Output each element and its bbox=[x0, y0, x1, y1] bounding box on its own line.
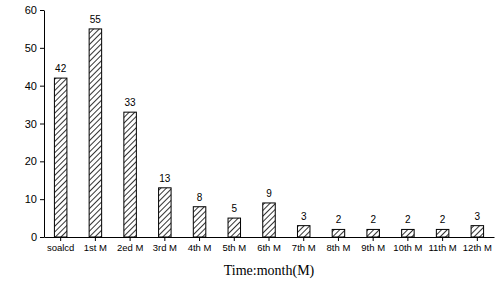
x-tick-mark bbox=[234, 237, 235, 241]
bar bbox=[402, 229, 415, 237]
y-tick-mark bbox=[40, 48, 44, 49]
data-label: 5 bbox=[231, 203, 237, 214]
y-tick: 40 bbox=[25, 80, 44, 92]
y-tick-label: 0 bbox=[31, 231, 37, 243]
data-label: 2 bbox=[440, 214, 446, 225]
x-tick-mark bbox=[477, 237, 478, 241]
bar bbox=[193, 207, 206, 237]
x-axis: soalcd 1st M 2ed M 3rd M 4th M 5th M 6th M 7th … bbox=[45, 237, 495, 253]
x-tick-label: 4th M bbox=[188, 242, 212, 253]
x-tick-label: 3rd M bbox=[153, 242, 177, 253]
x-tick: 6th M bbox=[257, 237, 281, 253]
bar bbox=[228, 218, 241, 237]
data-label: 2 bbox=[405, 214, 411, 225]
y-tick-label: 40 bbox=[25, 80, 37, 92]
y-tick-label: 50 bbox=[25, 42, 37, 54]
x-tick: 10th M bbox=[393, 237, 422, 253]
x-tick-label: 9th M bbox=[361, 242, 385, 253]
x-tick-mark bbox=[303, 237, 304, 241]
y-tick-mark bbox=[40, 161, 44, 162]
y-tick-label: 10 bbox=[25, 193, 37, 205]
y-tick-label: 60 bbox=[25, 4, 37, 16]
x-tick: 12th M bbox=[463, 237, 492, 253]
x-tick-mark bbox=[407, 237, 408, 241]
y-axis-line bbox=[44, 11, 45, 238]
data-label: 2 bbox=[370, 214, 376, 225]
y-tick-mark bbox=[40, 199, 44, 200]
bar bbox=[263, 203, 276, 237]
chart-svg: 425533138593222230102030405060soalcd1st … bbox=[0, 0, 500, 283]
bars bbox=[54, 29, 483, 237]
data-labels: 42 55 33 13 8 5 9 3 2 2 2 2 3 bbox=[55, 14, 480, 226]
x-tick: 4th M bbox=[188, 237, 212, 253]
data-label: 9 bbox=[266, 188, 272, 199]
y-tick-mark bbox=[40, 86, 44, 87]
x-tick-label: 10th M bbox=[393, 242, 422, 253]
x-tick: 1st M bbox=[84, 237, 107, 253]
bar bbox=[54, 78, 67, 237]
y-tick: 50 bbox=[25, 42, 44, 54]
x-axis-title: Time:month(M) bbox=[224, 263, 315, 279]
y-tick-label: 30 bbox=[25, 118, 37, 130]
x-tick-mark bbox=[442, 237, 443, 241]
x-tick-label: soalcd bbox=[47, 242, 74, 253]
bar bbox=[367, 229, 380, 237]
x-tick-label: 8th M bbox=[327, 242, 351, 253]
x-tick-mark bbox=[338, 237, 339, 241]
x-tick-label: 2ed M bbox=[117, 242, 143, 253]
x-tick-mark bbox=[199, 237, 200, 241]
y-tick-mark bbox=[40, 10, 44, 11]
x-tick: 2ed M bbox=[117, 237, 143, 253]
y-tick-mark bbox=[40, 237, 44, 238]
x-tick-label: 7th M bbox=[292, 242, 316, 253]
x-tick-label: 12th M bbox=[463, 242, 492, 253]
data-label: 33 bbox=[125, 97, 137, 108]
chart-container: 425533138593222230102030405060soalcd1st … bbox=[0, 0, 500, 283]
x-tick: 3rd M bbox=[153, 237, 177, 253]
y-tick-mark bbox=[40, 124, 44, 125]
x-tick: 7th M bbox=[292, 237, 316, 253]
x-tick: 5th M bbox=[222, 237, 246, 253]
x-tick: 11th M bbox=[428, 237, 456, 253]
bar bbox=[159, 188, 172, 237]
x-tick-mark bbox=[60, 237, 61, 241]
y-axis: 0 10 20 30 40 50 60 bbox=[25, 4, 45, 243]
data-label: 42 bbox=[55, 63, 67, 74]
x-tick: soalcd bbox=[47, 237, 74, 253]
x-tick-mark bbox=[373, 237, 374, 241]
x-tick-mark bbox=[269, 237, 270, 241]
y-tick: 10 bbox=[25, 193, 44, 205]
y-tick: 30 bbox=[25, 118, 44, 130]
bar bbox=[332, 229, 345, 237]
data-label: 13 bbox=[159, 173, 171, 184]
x-tick: 8th M bbox=[327, 237, 351, 253]
x-tick-label: 1st M bbox=[84, 242, 107, 253]
x-tick-mark bbox=[130, 237, 131, 241]
x-tick-mark bbox=[164, 237, 165, 241]
data-label: 2 bbox=[336, 214, 342, 225]
plot: 425533138593222230102030405060soalcd1st … bbox=[25, 4, 495, 253]
y-tick-label: 20 bbox=[25, 155, 37, 167]
x-tick-label: 11th M bbox=[428, 242, 456, 253]
bar bbox=[471, 226, 484, 237]
bar bbox=[297, 226, 310, 237]
data-label: 3 bbox=[301, 211, 307, 222]
bar bbox=[436, 229, 449, 237]
data-label: 8 bbox=[197, 192, 203, 203]
y-tick: 60 bbox=[25, 4, 44, 16]
data-label: 55 bbox=[90, 14, 102, 25]
bar bbox=[89, 29, 102, 237]
x-tick: 9th M bbox=[361, 237, 385, 253]
y-tick: 20 bbox=[25, 155, 44, 167]
bar bbox=[124, 112, 137, 237]
data-label: 3 bbox=[475, 211, 481, 222]
y-tick: 0 bbox=[31, 231, 44, 243]
x-tick-label: 6th M bbox=[257, 242, 281, 253]
x-tick-mark bbox=[95, 237, 96, 241]
x-tick-label: 5th M bbox=[222, 242, 246, 253]
